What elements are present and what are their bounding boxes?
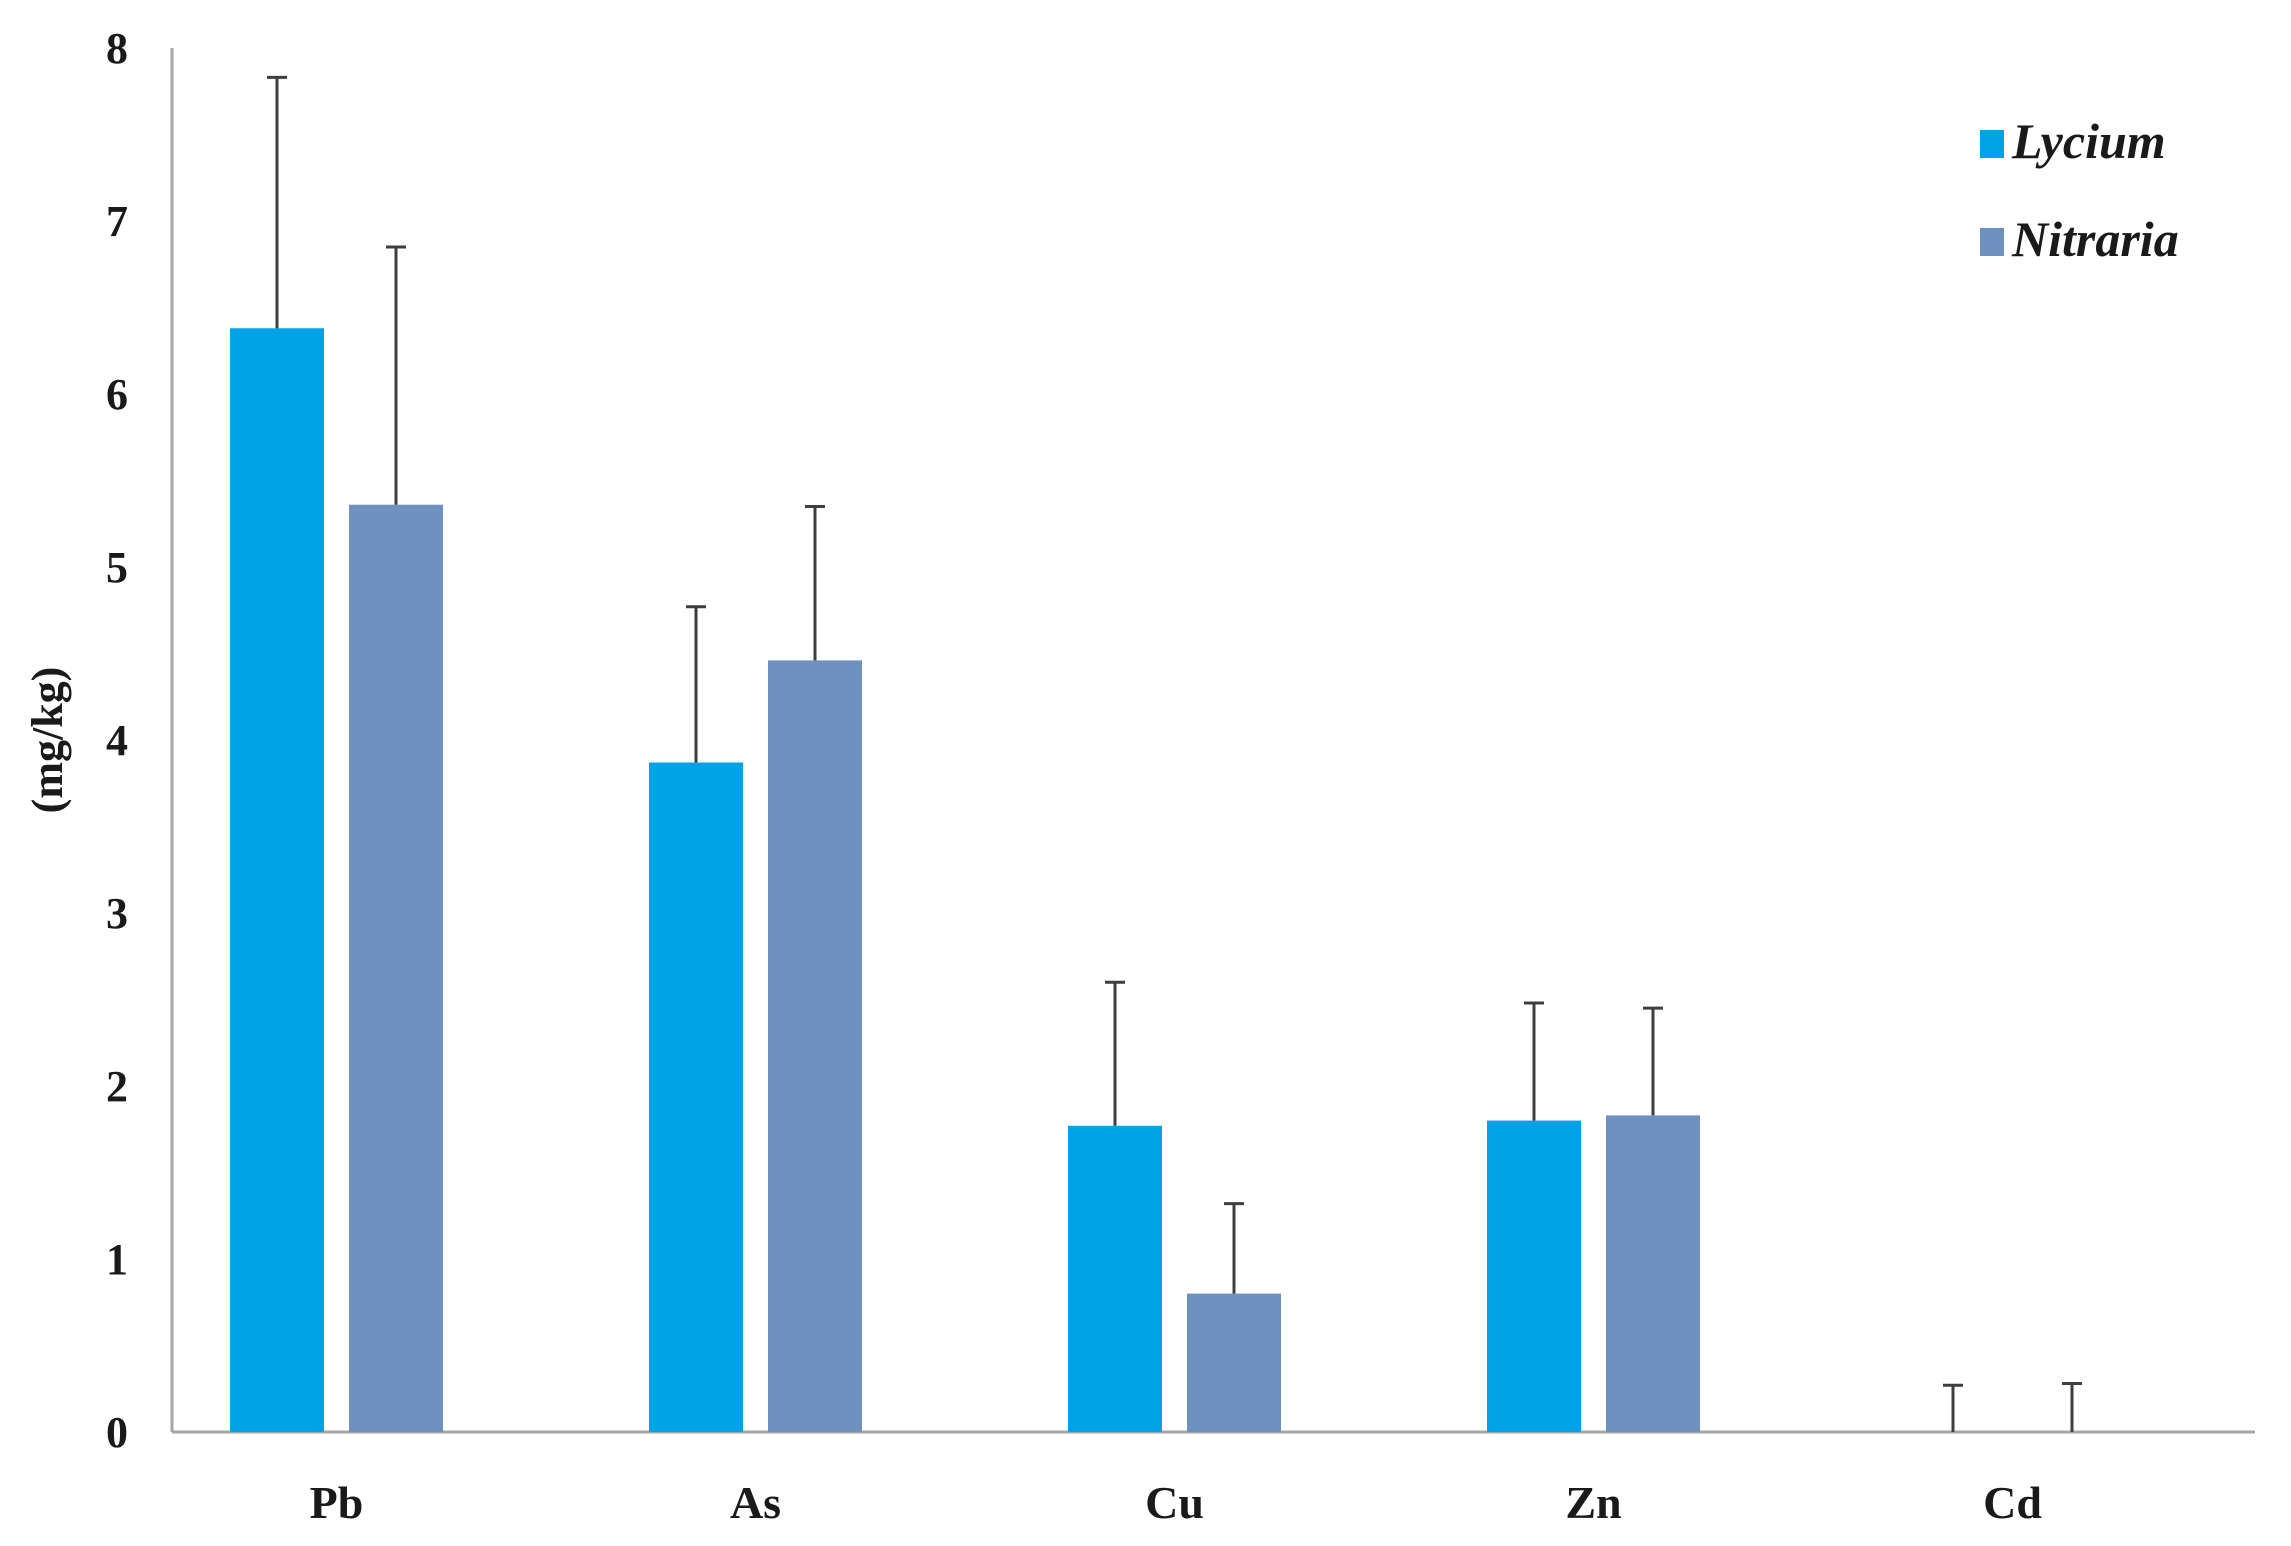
y-tick-label: 3: [106, 889, 128, 938]
bar-nitraria-cu: [1187, 1294, 1281, 1432]
bar-nitraria-zn: [1606, 1115, 1700, 1432]
y-tick-label: 5: [106, 543, 128, 592]
y-tick-label: 4: [106, 716, 128, 765]
legend: Lycium Nitraria: [1980, 113, 2179, 267]
bar-nitraria-as: [768, 660, 862, 1432]
y-tick-label: 2: [106, 1062, 128, 1111]
bar-lycium-as: [649, 762, 743, 1432]
x-category-label: Pb: [310, 1477, 364, 1528]
y-tick-label: 1: [106, 1235, 128, 1284]
x-category-label: Cd: [1983, 1477, 2042, 1528]
y-axis-title: (mg/kg): [23, 667, 72, 814]
legend-swatch-nitraria: [1980, 228, 2004, 256]
error-bars-group: [267, 77, 2082, 1432]
y-tick-label: 6: [106, 370, 128, 419]
y-tick-label: 7: [106, 197, 128, 246]
y-tick-label: 0: [106, 1408, 128, 1457]
bars-group: [230, 328, 1700, 1432]
x-axis: Pb As Cu Zn Cd: [172, 1432, 2255, 1528]
bar-lycium-zn: [1487, 1121, 1581, 1432]
legend-label-nitraria: Nitraria: [2011, 211, 2179, 267]
x-category-label: Cu: [1145, 1477, 1204, 1528]
y-axis: 0 1 2 3 4 5 6 7 8: [106, 24, 172, 1457]
x-category-label: As: [730, 1477, 781, 1528]
bar-nitraria-pb: [349, 505, 443, 1432]
x-category-label: Zn: [1565, 1477, 1621, 1528]
legend-swatch-lycium: [1980, 130, 2004, 158]
y-tick-label: 8: [106, 24, 128, 73]
legend-label-lycium: Lycium: [2011, 113, 2166, 169]
bar-lycium-pb: [230, 328, 324, 1432]
bar-lycium-cu: [1068, 1126, 1162, 1432]
